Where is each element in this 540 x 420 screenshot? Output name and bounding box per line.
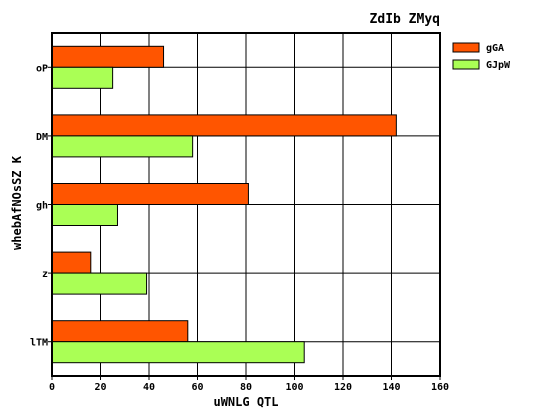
legend: gGA GJpW — [452, 42, 511, 71]
legend-swatch-GJpW — [452, 59, 480, 70]
legend-label-GJpW: GJpW — [486, 60, 511, 71]
y-tick-label: gh — [36, 201, 48, 212]
y-axis-ticks: oP DM gh z lTM — [30, 63, 52, 349]
x-tick-label: 0 — [49, 382, 55, 393]
bar-GJpW-DM — [51, 135, 194, 158]
y-tick-label: z — [42, 269, 48, 280]
bars-group — [51, 45, 397, 364]
chart-title: ZdIb ZMyq — [370, 12, 440, 27]
x-tick-label: 140 — [382, 382, 400, 393]
x-axis-label: uWNLG QTL — [213, 395, 278, 409]
y-axis-label: whebAfNOsSZ K — [10, 155, 24, 250]
legend-label-gGA: gGA — [486, 43, 504, 54]
bar-GJpW-z — [51, 272, 148, 295]
y-tick-label: oP — [36, 63, 48, 74]
bar-gGA-gh — [51, 183, 249, 205]
x-tick-label: 100 — [285, 382, 303, 393]
y-tick-label: DM — [36, 132, 48, 143]
bar-GJpW-gh — [51, 204, 118, 226]
x-axis-ticks: 0 20 40 60 80 100 120 140 160 — [49, 376, 449, 393]
x-tick-label: 60 — [191, 382, 203, 393]
legend-swatch-gGA — [452, 42, 480, 53]
x-tick-label: 160 — [431, 382, 449, 393]
y-tick-label: lTM — [30, 338, 48, 349]
x-tick-label: 40 — [143, 382, 155, 393]
bar-gGA-DM — [51, 114, 397, 137]
x-tick-label: 20 — [94, 382, 106, 393]
bar-GJpW-oP — [51, 66, 114, 89]
bar-GJpW-lTM — [51, 341, 305, 364]
x-tick-label: 80 — [240, 382, 252, 393]
bar-gGA-oP — [51, 45, 165, 68]
x-tick-label: 120 — [334, 382, 352, 393]
bar-gGA-z — [51, 251, 92, 274]
bar-gGA-lTM — [51, 320, 189, 343]
